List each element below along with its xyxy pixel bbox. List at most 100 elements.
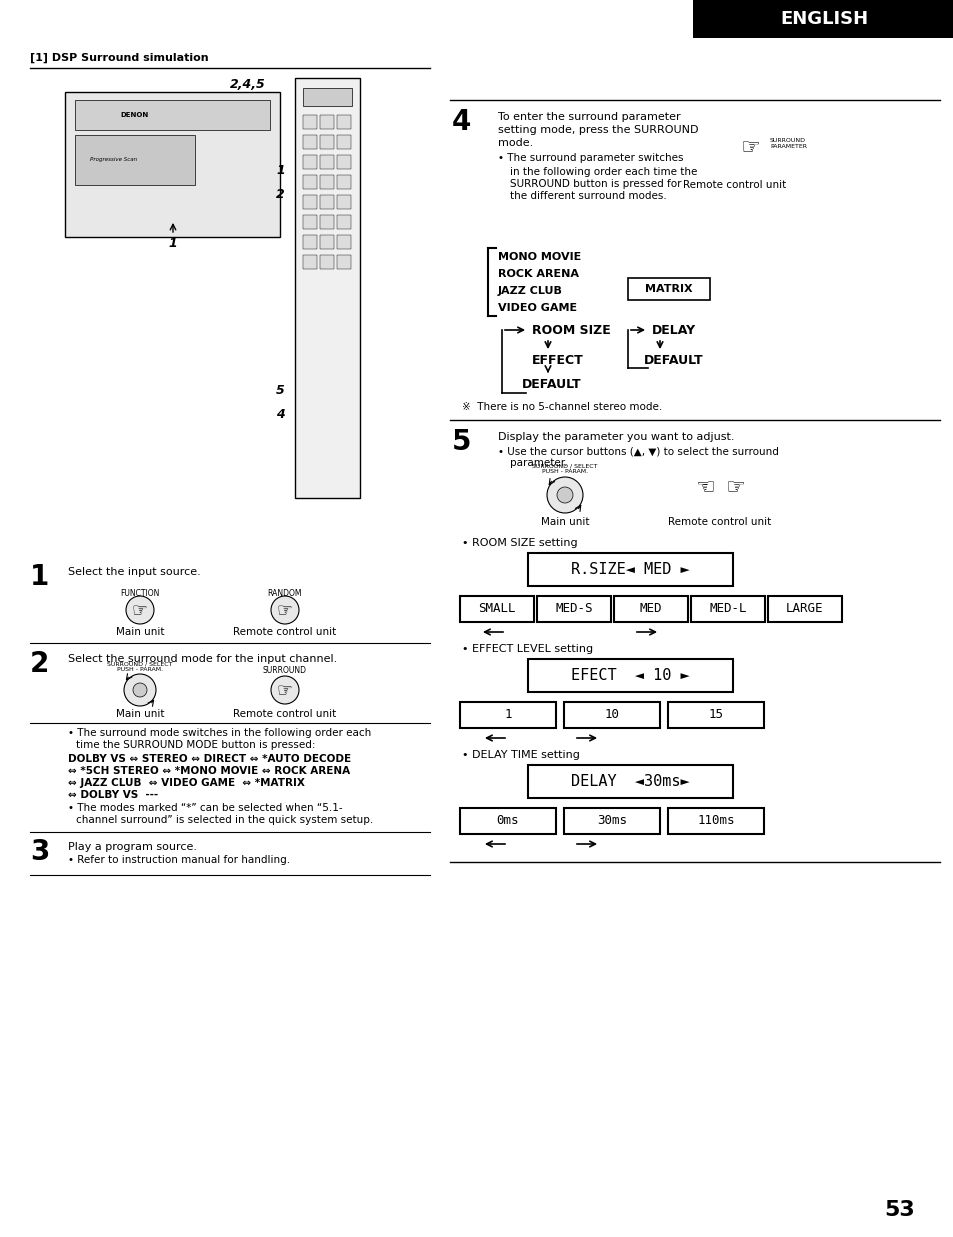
Bar [667, 808, 763, 834]
Text: VIDEO GAME: VIDEO GAME [497, 303, 577, 313]
Bar [303, 215, 316, 229]
Circle shape [546, 477, 582, 513]
Text: 30ms: 30ms [597, 814, 626, 828]
Text: MED-S: MED-S [555, 602, 592, 616]
Text: Main unit: Main unit [540, 517, 589, 527]
Text: ⇔ JAZZ CLUB  ⇔ VIDEO GAME  ⇔ *MATRIX: ⇔ JAZZ CLUB ⇔ VIDEO GAME ⇔ *MATRIX [68, 778, 305, 788]
Text: 10: 10 [604, 709, 618, 721]
Text: 2: 2 [30, 649, 50, 678]
Circle shape [319, 302, 335, 318]
Bar [303, 235, 316, 249]
Text: • The modes marked “*” can be selected when “5.1-: • The modes marked “*” can be selected w… [68, 803, 342, 813]
Bar [537, 596, 610, 622]
Text: • The surround mode switches in the following order each: • The surround mode switches in the foll… [68, 729, 371, 738]
Text: parameter.: parameter. [510, 458, 567, 468]
Circle shape [224, 148, 235, 161]
Text: 1: 1 [30, 563, 50, 591]
Bar [319, 195, 334, 209]
Text: mode.: mode. [497, 139, 533, 148]
Text: channel surround” is selected in the quick system setup.: channel surround” is selected in the qui… [76, 815, 373, 825]
Text: • EFFECT LEVEL setting: • EFFECT LEVEL setting [461, 644, 593, 654]
Text: SURROUND / SELECT
PUSH - PARAM.: SURROUND / SELECT PUSH - PARAM. [532, 463, 598, 474]
Text: 1: 1 [169, 238, 177, 250]
Text: • Refer to instruction manual for handling.: • Refer to instruction manual for handli… [68, 855, 290, 865]
Circle shape [271, 596, 298, 623]
Text: 5: 5 [452, 428, 471, 456]
Text: 2: 2 [276, 188, 285, 202]
Bar [303, 155, 316, 169]
Bar [527, 764, 732, 798]
Text: • The surround parameter switches: • The surround parameter switches [497, 153, 682, 163]
Bar [336, 215, 351, 229]
Text: JAZZ CLUB: JAZZ CLUB [497, 286, 562, 296]
Bar [336, 195, 351, 209]
Text: DEFAULT: DEFAULT [521, 379, 581, 391]
Bar [319, 215, 334, 229]
Circle shape [557, 487, 573, 503]
Text: 4: 4 [276, 408, 285, 422]
Text: Progressive Scan: Progressive Scan [90, 157, 137, 162]
Bar [336, 155, 351, 169]
Text: 110ms: 110ms [697, 814, 734, 828]
Text: LARGE: LARGE [785, 602, 822, 616]
Bar [527, 553, 732, 586]
Text: ☞: ☞ [276, 601, 293, 618]
Text: ☞: ☞ [276, 682, 293, 699]
Bar [303, 174, 316, 189]
Text: EFECT  ◄ 10 ►: EFECT ◄ 10 ► [570, 668, 689, 683]
Text: ROCK ARENA: ROCK ARENA [497, 268, 578, 280]
Bar [627, 278, 709, 301]
Bar [294, 78, 359, 499]
Text: MONO MOVIE: MONO MOVIE [497, 252, 580, 262]
Circle shape [244, 148, 255, 161]
Text: 4: 4 [452, 108, 471, 136]
Text: ☞: ☞ [724, 477, 744, 499]
Text: DELAY  ◄30ms►: DELAY ◄30ms► [570, 773, 689, 788]
Text: MED-L: MED-L [708, 602, 746, 616]
Bar [303, 115, 316, 129]
Text: ※  There is no 5-channel stereo mode.: ※ There is no 5-channel stereo mode. [461, 402, 661, 412]
Text: setting mode, press the SURROUND: setting mode, press the SURROUND [497, 125, 698, 135]
Text: the different surround modes.: the different surround modes. [510, 190, 666, 200]
Text: DELAY: DELAY [651, 324, 696, 336]
Bar [75, 100, 270, 130]
Text: SURROUND
PARAMETER: SURROUND PARAMETER [769, 139, 806, 148]
Text: Remote control unit: Remote control unit [233, 627, 336, 637]
Bar [563, 808, 659, 834]
Bar [319, 155, 334, 169]
Text: 3: 3 [30, 837, 50, 866]
Text: Main unit: Main unit [115, 627, 164, 637]
Bar [319, 255, 334, 268]
Text: DENON: DENON [120, 113, 148, 118]
Text: ENGLISH: ENGLISH [780, 10, 867, 28]
Text: ROOM SIZE: ROOM SIZE [532, 324, 610, 336]
Text: SURROUND: SURROUND [263, 666, 307, 675]
Text: 1: 1 [504, 709, 511, 721]
Text: R.SIZE◄ MED ►: R.SIZE◄ MED ► [570, 563, 689, 578]
Text: SURROUND button is pressed for: SURROUND button is pressed for [510, 179, 680, 189]
Bar [336, 174, 351, 189]
Text: 0ms: 0ms [497, 814, 518, 828]
Bar [459, 596, 534, 622]
Bar [65, 92, 280, 238]
Bar [319, 135, 334, 148]
Text: ☜: ☜ [695, 477, 714, 499]
Bar [75, 135, 194, 186]
Text: • ROOM SIZE setting: • ROOM SIZE setting [461, 538, 577, 548]
Text: • Use the cursor buttons (▲, ▼) to select the surround: • Use the cursor buttons (▲, ▼) to selec… [497, 447, 778, 456]
Text: Main unit: Main unit [115, 709, 164, 719]
Bar [459, 703, 556, 729]
Text: Select the input source.: Select the input source. [68, 567, 200, 576]
Text: ⇔ DOLBY VS  ---: ⇔ DOLBY VS --- [68, 790, 158, 800]
Circle shape [308, 289, 348, 330]
Text: Remote control unit: Remote control unit [668, 517, 771, 527]
Bar [303, 255, 316, 268]
Bar [336, 135, 351, 148]
Text: [1] DSP Surround simulation: [1] DSP Surround simulation [30, 53, 209, 63]
Text: ☞: ☞ [740, 139, 760, 158]
Text: 15: 15 [708, 709, 722, 721]
Bar [459, 808, 556, 834]
Bar [336, 115, 351, 129]
Text: EFFECT: EFFECT [532, 354, 583, 366]
Text: RANDOM: RANDOM [268, 589, 302, 597]
